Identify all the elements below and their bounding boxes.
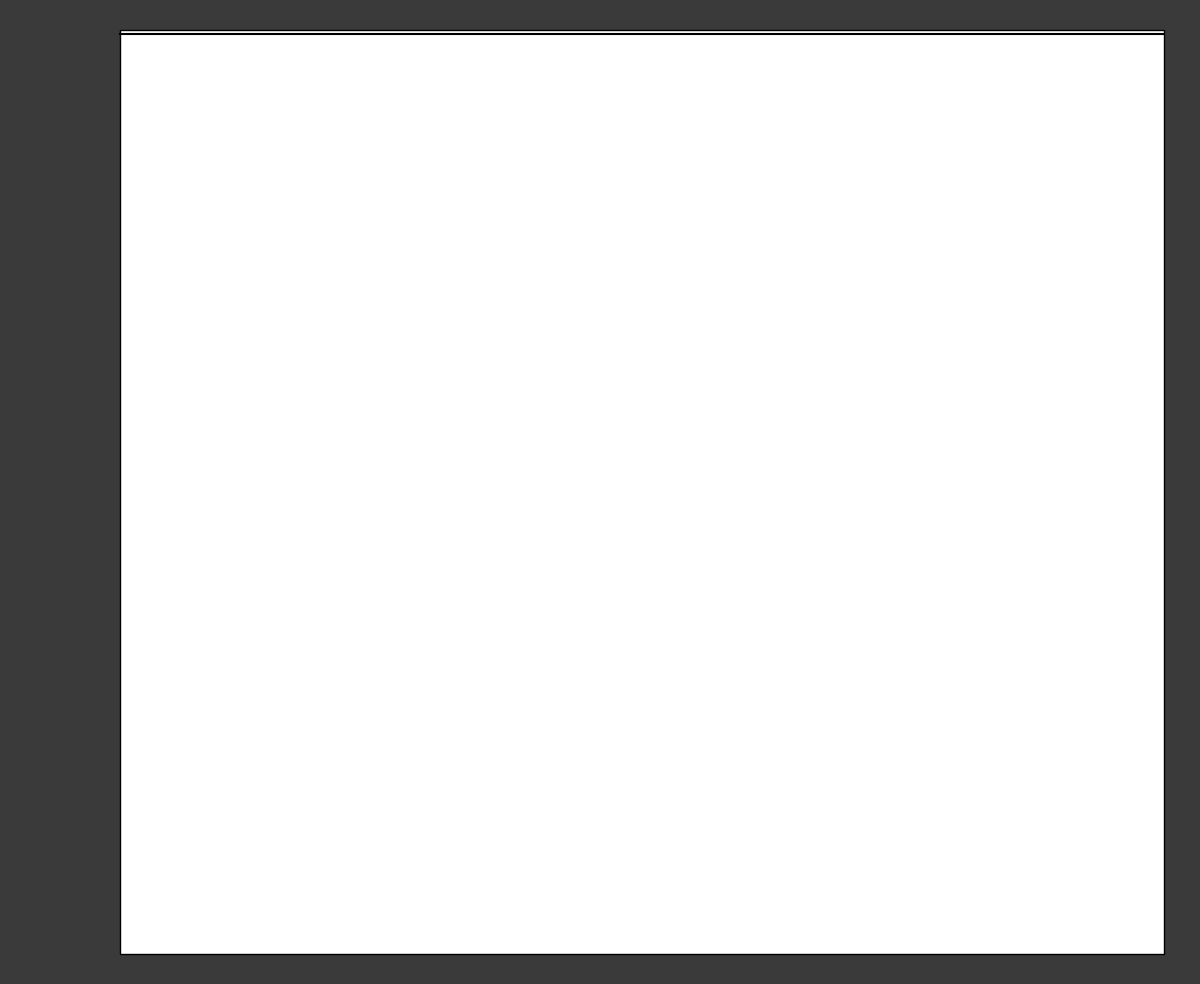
Bar (366, 287, 528, 321)
Bar (954, 236, 1104, 270)
Bar (474, 517, 618, 554)
Bar (474, 704, 618, 741)
Text: 7500 kg: 7500 kg (534, 398, 588, 411)
Text: 2000: 2000 (398, 603, 430, 617)
Bar (618, 704, 762, 741)
Bar (618, 456, 762, 517)
Text: 0: 0 (410, 528, 418, 542)
Text: 5000: 5000 (398, 715, 430, 729)
Text: 3000: 3000 (398, 641, 430, 654)
Bar (618, 591, 762, 629)
Bar (618, 517, 762, 554)
Text: 11/11/2015: 11/11/2015 (408, 144, 486, 157)
Bar (618, 554, 762, 591)
Bar (954, 134, 1104, 167)
Text: TENSION: TENSION (1000, 195, 1058, 209)
Text: DISPLAY
READING 1: DISPLAY READING 1 (514, 472, 578, 500)
Text: LCM SYSTEMS: LCM SYSTEMS (401, 195, 493, 209)
Bar (354, 554, 474, 591)
Text: TEST MACHINE:: TEST MACHINE: (251, 246, 354, 260)
Text: READINGS TAKEN WITH ACCESS COVER REMOVED: READINGS TAKEN WITH ACCESS COVER REMOVED (415, 775, 785, 789)
Text: NOM. BRIDGE RES.:: NOM. BRIDGE RES.: (224, 350, 354, 364)
Text: SERIAL No.:: SERIAL No.: (745, 297, 822, 311)
Text: CERTIFICATE OF TEST AND CALIBRATION: CERTIFICATE OF TEST AND CALIBRATION (390, 74, 810, 93)
Text: S.Winter: S.Winter (522, 805, 578, 818)
Text: 4000: 4000 (530, 678, 562, 692)
Text: 2001: 2001 (530, 603, 562, 617)
Text: 4000: 4000 (398, 678, 430, 692)
Text: PROOF LOAD:: PROOF LOAD: (378, 398, 468, 411)
Text: CERTIFICATE No.:: CERTIFICATE No.: (709, 144, 822, 157)
Bar (354, 517, 474, 554)
Text: 2999: 2999 (674, 641, 706, 654)
Text: 0: 0 (542, 528, 550, 542)
Text: DATE OF TEST:: DATE OF TEST: (257, 144, 354, 157)
Text: LOAD
kg: LOAD kg (398, 472, 430, 500)
Text: JG83: JG83 (1014, 144, 1044, 157)
Text: TC25T: TC25T (426, 246, 468, 260)
Bar (480, 388, 642, 421)
Bar (366, 340, 528, 374)
Text: TEST LOCATION:: TEST LOCATION: (246, 195, 354, 209)
Text: DISPLAY
READING 2: DISPLAY READING 2 (658, 472, 722, 500)
Text: 997: 997 (678, 566, 702, 580)
Bar (954, 287, 1104, 321)
Text: LCM Systems Ltd.: LCM Systems Ltd. (522, 829, 640, 841)
Bar (474, 666, 618, 704)
Text: BRIDGE INSULATION RES. @ 500 Vdc:: BRIDGE INSULATION RES. @ 500 Vdc: (595, 350, 833, 364)
Bar (354, 591, 474, 629)
Text: $\mathcal{P}$$/nteR$: $\mathcal{P}$$/nteR$ (565, 754, 635, 774)
Text: 4999: 4999 (530, 715, 562, 729)
Text: 29253: 29253 (1008, 297, 1050, 311)
Bar (474, 591, 618, 629)
Text: SERIAL No.:: SERIAL No.: (745, 246, 822, 260)
Text: This calibration has been performed on a test machine that has been independentl: This calibration has been performed on a… (288, 884, 912, 911)
Text: LOAD CELL TYPE:: LOAD CELL TYPE: (240, 297, 354, 311)
Text: 3999: 3999 (674, 678, 706, 692)
Bar (948, 340, 1122, 374)
Text: 92001: 92001 (1008, 246, 1050, 260)
Bar (954, 185, 1104, 218)
Bar (618, 666, 762, 704)
Text: 3002: 3002 (530, 641, 562, 654)
Bar (366, 185, 528, 218)
Bar (618, 629, 762, 666)
Bar (474, 456, 618, 517)
Text: 2000: 2000 (674, 603, 706, 617)
Text: CALIBRATION CARRIED OUT BY:: CALIBRATION CARRIED OUT BY: (156, 733, 362, 747)
Text: > 500 Mohms: > 500 Mohms (991, 350, 1079, 364)
Bar (354, 666, 474, 704)
Text: MODE:: MODE: (778, 195, 822, 209)
Bar (366, 134, 528, 167)
Bar (474, 629, 618, 666)
Bar (354, 629, 474, 666)
Text: LCM4580: LCM4580 (416, 297, 478, 311)
Bar (366, 236, 528, 270)
Text: 1000 ohms: 1000 ohms (410, 350, 484, 364)
Text: 1000: 1000 (398, 566, 430, 580)
Text: 5002: 5002 (674, 715, 706, 729)
Bar (354, 704, 474, 741)
Text: 998: 998 (534, 566, 558, 580)
Bar (474, 554, 618, 591)
Text: 0: 0 (686, 528, 694, 542)
Bar (354, 456, 474, 517)
